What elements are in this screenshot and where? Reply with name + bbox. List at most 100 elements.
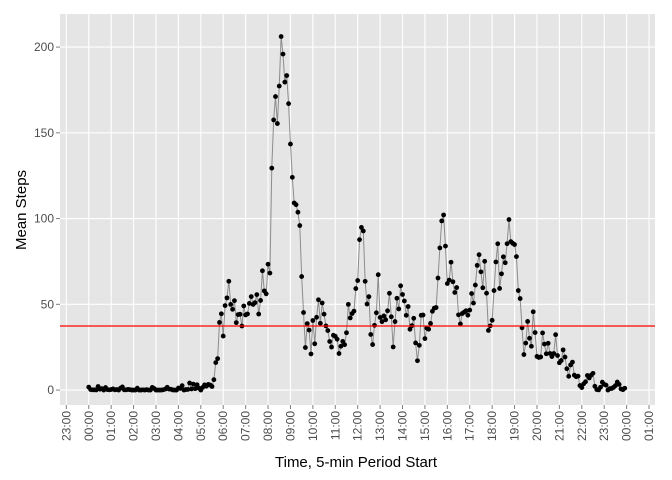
data-point [329,344,334,350]
x-tick-label: 15:00 [418,411,432,441]
data-point [590,370,596,376]
data-point [364,301,370,307]
data-point [306,327,312,333]
data-point [274,121,280,126]
data-point [394,295,400,301]
data-point [310,318,316,323]
y-tick-label: 150 [34,126,54,140]
x-tick-label: 06:00 [216,411,230,441]
data-point [293,202,299,208]
data-point [489,317,495,323]
data-point [269,165,275,171]
data-point [359,225,364,230]
data-point [407,326,413,332]
data-point [342,342,348,348]
data-point [360,228,366,234]
data-point [613,383,618,389]
data-point [228,302,234,307]
data-point [387,290,392,296]
data-point [344,330,349,336]
data-point [497,286,503,291]
data-point [370,342,376,347]
x-tick-label: 10:00 [306,411,320,441]
data-point [327,339,333,344]
data-point [211,377,217,383]
data-point [271,117,277,123]
x-tick-label: 08:00 [261,411,275,441]
data-point [598,384,603,390]
data-point [525,319,531,324]
data-point [530,309,536,315]
data-point [179,383,185,389]
x-tick-label: 14:00 [396,411,410,441]
data-point [515,288,521,293]
data-point [504,241,510,247]
x-tick-label: 13:00 [373,411,387,441]
data-point [280,51,286,57]
data-point [373,310,379,316]
data-point [514,254,519,260]
data-point [555,353,560,358]
data-point [562,354,568,360]
data-point [381,313,387,319]
x-tick-label: 01:00 [642,411,656,441]
x-tick-label: 12:00 [351,411,365,441]
data-point [278,34,284,39]
x-tick-label: 21:00 [552,411,566,441]
data-point [512,242,517,247]
data-point [392,319,398,324]
x-tick-label: 18:00 [485,411,499,441]
data-point [448,259,454,265]
data-point [583,379,588,385]
data-point [226,278,232,284]
data-point [465,312,471,318]
data-point [469,291,475,296]
data-point [377,315,383,320]
data-point [375,272,381,278]
data-point [575,373,581,379]
data-point [372,322,377,328]
data-point [312,341,318,347]
data-point [284,73,290,78]
data-point [482,258,488,264]
data-point [428,321,433,326]
data-point [415,358,420,364]
data-point [540,330,545,336]
data-point [385,308,390,314]
data-point [413,340,418,346]
data-point [241,303,247,309]
data-point [416,342,422,348]
data-point [458,321,463,327]
x-tick-label: 07:00 [239,411,253,441]
data-point [379,319,385,325]
x-tick-label: 00:00 [82,411,96,441]
data-point [454,285,460,290]
data-point [521,352,527,357]
data-point [301,310,306,315]
data-point [252,300,258,306]
data-point [362,278,368,284]
data-point [491,288,497,293]
data-point [246,301,252,306]
data-point [190,381,196,387]
data-point [353,286,359,291]
y-tick-label: 50 [41,297,55,311]
data-point [314,314,320,320]
data-point [260,268,265,274]
data-point [213,360,219,366]
data-point [527,335,532,341]
y-tick-label: 0 [47,383,54,397]
data-point [538,354,544,360]
data-point [319,300,325,306]
data-point [493,259,499,265]
data-point [553,332,559,338]
data-point [347,315,353,321]
data-point [411,315,417,321]
data-point [304,321,310,327]
data-point [220,333,226,339]
data-point [603,382,609,388]
data-point [616,382,622,387]
data-point [403,312,409,318]
x-tick-label: 05:00 [194,411,208,441]
